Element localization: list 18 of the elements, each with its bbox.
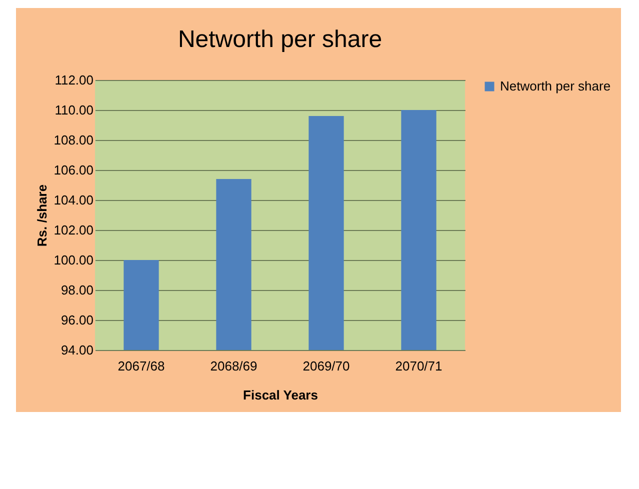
legend-label: Networth per share: [500, 78, 611, 94]
y-tick-label: 108.00: [54, 132, 94, 148]
x-tick-label: 2069/70: [302, 358, 350, 374]
y-axis-title: Rs. /share: [34, 184, 50, 247]
y-tick-label: 94.00: [60, 342, 94, 358]
x-tick-label: 2070/71: [395, 358, 442, 374]
y-tick-label: 98.00: [60, 282, 94, 298]
y-tick-label: 112.00: [54, 72, 94, 88]
y-tick-label: 96.00: [60, 312, 94, 328]
x-tick-label: 2068/69: [210, 358, 258, 374]
y-tick-label: 106.00: [54, 162, 94, 178]
y-tick-label: 104.00: [54, 192, 94, 208]
x-axis-title: Fiscal Years: [243, 388, 318, 402]
chart-title: Networth per share: [178, 26, 382, 53]
y-tick-label: 102.00: [54, 222, 94, 238]
y-tick-label: 110.00: [54, 102, 94, 118]
x-tick-label: 2067/68: [118, 358, 165, 374]
y-tick-label: 100.00: [54, 252, 94, 268]
